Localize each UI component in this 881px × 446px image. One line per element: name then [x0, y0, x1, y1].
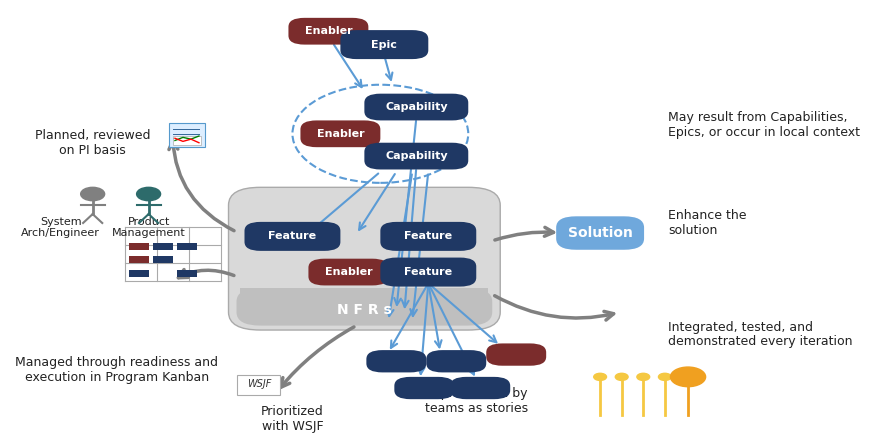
- FancyBboxPatch shape: [381, 258, 477, 287]
- Bar: [129, 243, 149, 250]
- FancyBboxPatch shape: [245, 222, 340, 251]
- Bar: [236, 375, 280, 395]
- FancyBboxPatch shape: [236, 288, 492, 326]
- FancyBboxPatch shape: [450, 377, 510, 399]
- Text: Enhance the
solution: Enhance the solution: [668, 209, 746, 237]
- FancyBboxPatch shape: [366, 350, 426, 372]
- Bar: [129, 270, 149, 277]
- Bar: [176, 270, 196, 277]
- Circle shape: [658, 373, 671, 380]
- Bar: [152, 243, 173, 250]
- FancyBboxPatch shape: [308, 259, 389, 285]
- Text: System
Arch/Engineer: System Arch/Engineer: [21, 217, 100, 238]
- FancyBboxPatch shape: [365, 143, 469, 169]
- Text: WSJF: WSJF: [247, 379, 271, 388]
- Text: Managed through readiness and
execution in Program Kanban: Managed through readiness and execution …: [15, 356, 218, 384]
- Bar: [241, 288, 488, 310]
- Circle shape: [137, 187, 160, 201]
- Text: Feature: Feature: [269, 231, 316, 241]
- Circle shape: [670, 367, 706, 387]
- FancyBboxPatch shape: [556, 216, 644, 250]
- Bar: [168, 123, 204, 147]
- Bar: [129, 256, 149, 263]
- Text: N F R s: N F R s: [337, 302, 392, 317]
- Text: May result from Capabilities,
Epics, or occur in local context: May result from Capabilities, Epics, or …: [668, 111, 860, 139]
- Text: Enabler: Enabler: [305, 26, 352, 36]
- Text: Epic: Epic: [372, 40, 397, 50]
- FancyBboxPatch shape: [365, 94, 469, 120]
- Text: Planned, reviewed
on PI basis: Planned, reviewed on PI basis: [35, 129, 151, 157]
- FancyBboxPatch shape: [228, 187, 500, 330]
- Bar: [176, 243, 196, 250]
- FancyBboxPatch shape: [288, 18, 368, 45]
- Text: Enabler: Enabler: [316, 129, 364, 139]
- Circle shape: [81, 187, 105, 201]
- Text: Implemented by
teams as stories: Implemented by teams as stories: [425, 388, 528, 415]
- Text: Integrated, tested, and
demonstrated every iteration: Integrated, tested, and demonstrated eve…: [668, 321, 853, 348]
- Text: Enabler: Enabler: [324, 267, 372, 277]
- FancyBboxPatch shape: [486, 343, 546, 366]
- FancyBboxPatch shape: [381, 222, 477, 251]
- Text: Product
Management: Product Management: [112, 217, 186, 238]
- FancyBboxPatch shape: [340, 30, 428, 59]
- Text: Capability: Capability: [385, 102, 448, 112]
- Circle shape: [594, 373, 606, 380]
- FancyBboxPatch shape: [426, 350, 486, 372]
- Bar: [173, 136, 201, 145]
- Circle shape: [637, 373, 649, 380]
- Text: Feature: Feature: [404, 231, 452, 241]
- FancyBboxPatch shape: [300, 120, 381, 147]
- Text: Feature: Feature: [404, 267, 452, 277]
- Text: Prioritized
with WSJF: Prioritized with WSJF: [261, 405, 324, 433]
- Circle shape: [615, 373, 628, 380]
- FancyBboxPatch shape: [395, 377, 455, 399]
- Text: Capability: Capability: [385, 151, 448, 161]
- Bar: [152, 256, 173, 263]
- Text: Solution: Solution: [567, 226, 633, 240]
